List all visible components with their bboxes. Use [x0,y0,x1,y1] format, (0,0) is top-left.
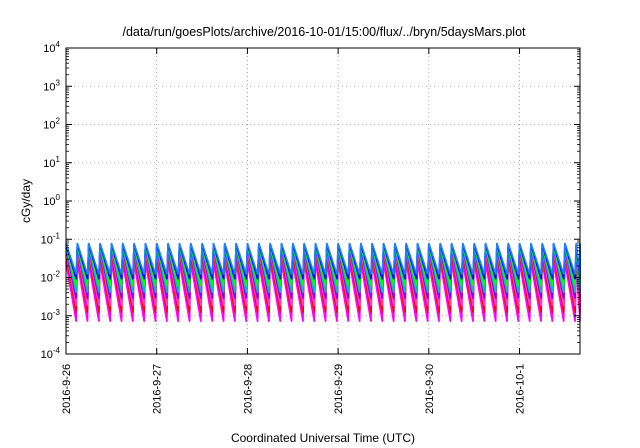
y-tick-exponent: 0 [56,193,61,202]
y-tick-label: 100 [43,193,60,208]
x-tick-label: 2016-9-30 [424,364,436,414]
y-tick-base: 10 [43,158,55,170]
x-tick-label: 2016-9-27 [152,364,164,414]
y-tick-base: 10 [41,273,53,285]
y-axis-label: cGy/day [19,179,33,223]
y-tick-base: 10 [41,234,53,246]
y-tick-label: 10-2 [41,270,61,285]
series-line [65,242,581,275]
series-group [65,242,581,322]
y-tick-label: 10-1 [41,231,61,246]
y-tick-base: 10 [43,43,55,55]
y-tick-label: 104 [43,40,60,55]
y-tick-label: 10-3 [41,308,61,323]
x-axis: 2016-9-26 2016-9-27 2016-9-28 2016-9-29 2016… [61,48,527,414]
y-tick-label: 102 [43,117,60,132]
y-tick-exponent: 3 [56,78,61,87]
x-tick-label: 2016-10-1 [515,364,527,414]
x-tick-label: 2016-9-28 [242,364,254,414]
y-tick-base: 10 [43,81,55,93]
y-tick-exponent: 1 [56,155,61,164]
y-tick-exponent: -1 [53,231,61,240]
chart-title: /data/run/goesPlots/archive/2016-10-01/1… [122,25,526,39]
y-tick-base: 10 [43,196,55,208]
y-tick-exponent: -2 [53,270,61,279]
y-tick-base: 10 [41,311,53,323]
y-tick-exponent: -4 [53,346,61,355]
y-tick-label: 10-4 [41,346,61,361]
y-tick-exponent: -3 [53,308,61,317]
y-tick-exponent: 2 [56,117,61,126]
y-tick-base: 10 [41,349,53,361]
y-tick-exponent: 4 [56,40,61,49]
x-tick-label: 2016-9-29 [333,364,345,414]
y-tick-base: 10 [43,120,55,132]
y-tick-label: 101 [43,155,60,170]
x-tick-label: 2016-9-26 [61,364,73,414]
x-axis-label: Coordinated Universal Time (UTC) [231,431,415,445]
y-tick-label: 103 [43,78,60,93]
